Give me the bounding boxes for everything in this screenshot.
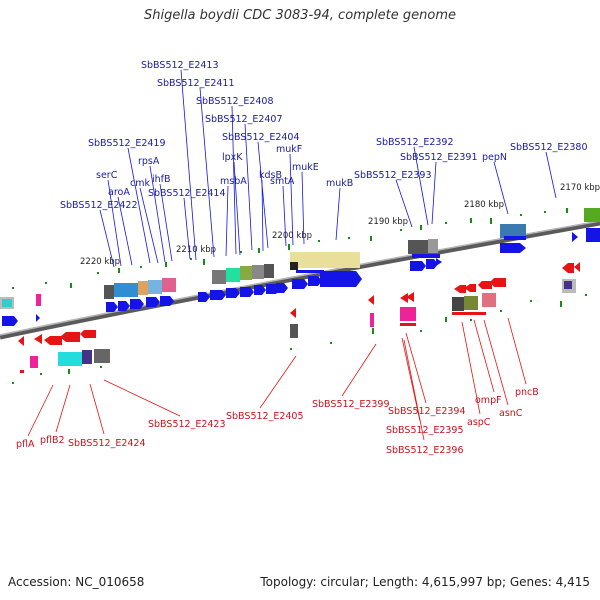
reverse-feature-boxes <box>30 279 576 368</box>
gene-label-reverse: pncB <box>515 387 539 398</box>
gene-label-reverse: SbBS512_E2423 <box>148 419 226 430</box>
accession-text: Accession: NC_010658 <box>8 575 145 589</box>
gene-label-reverse: asnC <box>499 408 523 419</box>
forward-feature-boxes <box>0 208 600 309</box>
gene-label-forward: rpsA <box>138 156 160 167</box>
scale-ticks <box>12 208 587 384</box>
gene-label-reverse: SbBS512_E2396 <box>386 445 464 456</box>
gene-label-reverse: SbBS512_E2399 <box>312 399 390 410</box>
gene-label-reverse: ompF <box>475 395 502 406</box>
gene-label-forward: SbBS512_E2419 <box>88 138 166 149</box>
gene-label-forward: SbBS512_E2413 <box>141 60 219 71</box>
kbp-label: 2180 kbp <box>464 200 504 210</box>
gene-label-forward: ihfB <box>152 174 171 185</box>
gene-label-forward: lpxK <box>222 152 243 163</box>
gene-label-forward: SbBS512_E2414 <box>148 188 226 199</box>
gene-label-reverse: SbBS512_E2394 <box>388 406 466 417</box>
gene-label-forward: pepN <box>482 152 507 163</box>
gene-label-forward: cmk <box>130 178 150 189</box>
gene-label-forward: serC <box>96 170 118 181</box>
kbp-label: 2170 kbp <box>560 183 600 193</box>
gene-label-forward: SbBS512_E2392 <box>376 137 454 148</box>
kbp-label: 2210 kbp <box>176 245 216 255</box>
map-title: Shigella boydii CDC 3083-94, complete ge… <box>143 8 457 23</box>
forward-gene-arrows <box>2 228 600 326</box>
gene-label-forward: SbBS512_E2411 <box>157 78 235 89</box>
gene-label-forward: SbBS512_E2393 <box>354 170 432 181</box>
gene-label-reverse: pflB2 <box>40 435 65 446</box>
gene-label-forward: msbA <box>220 176 247 187</box>
gene-label-forward: mukF <box>276 144 302 155</box>
gene-label-reverse: SbBS512_E2395 <box>386 425 464 436</box>
gene-label-forward: SbBS512_E2391 <box>400 152 478 163</box>
reverse-label-leaders <box>27 317 527 441</box>
kbp-label: 2190 kbp <box>368 217 408 227</box>
gene-label-forward: mukB <box>326 178 353 189</box>
kbp-label: 2200 kbp <box>272 231 312 241</box>
gene-label-forward: SbBS512_E2422 <box>60 200 138 211</box>
genome-summary-text: Topology: circular; Length: 4,615,997 bp… <box>260 575 590 589</box>
kbp-label: 2220 kbp <box>80 257 120 267</box>
kbp-labels: 2220 kbp 2210 kbp 2200 kbp 2190 kbp 2180… <box>80 183 600 267</box>
gene-label-reverse: pflA <box>16 439 35 450</box>
gene-label-forward: kdsB <box>259 170 282 181</box>
gene-label-forward: SbBS512_E2380 <box>510 142 588 153</box>
gene-label-reverse: SbBS512_E2424 <box>68 438 146 449</box>
gene-label-reverse: SbBS512_E2405 <box>226 411 304 422</box>
gene-label-forward: aroA <box>108 187 130 198</box>
gene-label-forward: SbBS512_E2408 <box>196 96 274 107</box>
reverse-gene-labels: pflA pflB2 SbBS512_E2424 SbBS512_E2423 S… <box>16 387 539 456</box>
gene-label-reverse: aspC <box>467 417 491 428</box>
gene-label-forward: mukE <box>292 162 319 173</box>
gene-label-forward: SbBS512_E2404 <box>222 132 300 143</box>
forward-label-leaders <box>99 69 557 268</box>
reverse-gene-arrows <box>18 262 580 373</box>
gene-label-forward: SbBS512_E2407 <box>205 114 283 125</box>
gene-label-forward: smtA <box>270 176 295 187</box>
forward-gene-labels: SbBS512_E2413 SbBS512_E2411 SbBS512_E240… <box>60 60 588 211</box>
